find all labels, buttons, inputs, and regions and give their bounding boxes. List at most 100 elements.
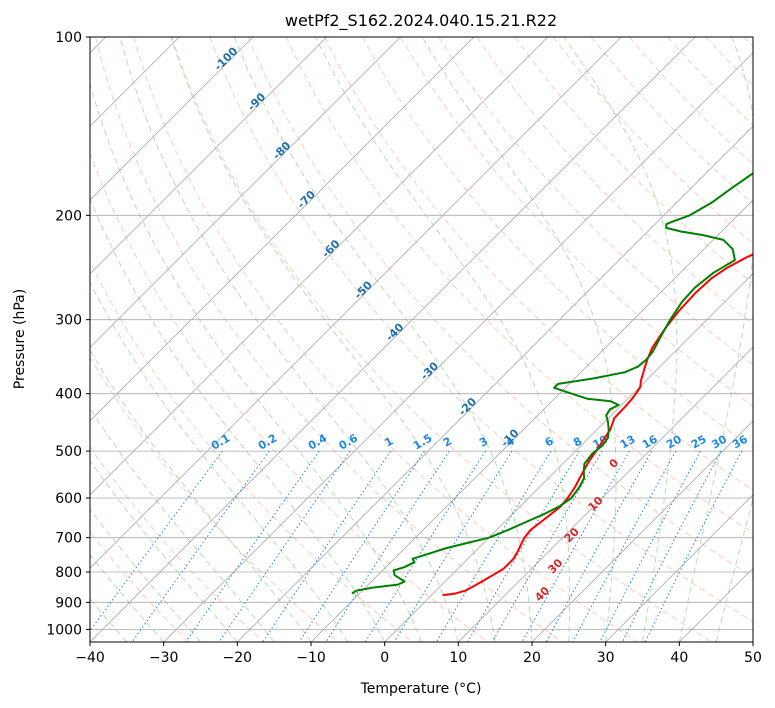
temperature-line — [442, 253, 753, 597]
x-tick-label: 50 — [744, 650, 762, 666]
dry-adiabat-label: -60 — [319, 237, 342, 260]
x-tick-label: −40 — [75, 650, 105, 666]
mixing-ratio-line — [325, 450, 450, 642]
isotherm — [90, 37, 401, 348]
dry-adiabat — [133, 37, 638, 642]
y-tick-label: 1000 — [46, 622, 82, 638]
moist-adiabat-label: 40 — [532, 584, 552, 604]
moist-adiabat-label: 30 — [545, 556, 565, 576]
dry-adiabat-label: -20 — [456, 395, 479, 418]
isotherm — [310, 199, 753, 642]
dry-adiabat — [90, 260, 414, 642]
mixing-ratio-label: 6 — [543, 434, 556, 449]
x-tick-label: 30 — [597, 650, 615, 666]
mixing-ratio-line — [262, 450, 392, 642]
x-tick-label: −30 — [149, 650, 179, 666]
mixing-ratio-line — [90, 450, 223, 632]
isotherm — [237, 125, 753, 642]
y-tick-label: 100 — [55, 30, 82, 46]
dry-adiabat — [247, 37, 753, 578]
moist-adiabat — [715, 497, 753, 642]
mixing-ratio-line — [218, 450, 351, 642]
y-tick-label: 400 — [55, 387, 82, 403]
dry-adiabat — [285, 37, 753, 534]
isotherm — [90, 37, 327, 275]
x-axis-label: Temperature (°C) — [360, 681, 482, 697]
moist-adiabat — [421, 37, 617, 642]
isotherm — [752, 641, 753, 642]
mixing-ratio-line — [393, 450, 513, 642]
mixing-ratio-line — [131, 450, 270, 642]
dry-adiabat-label: -90 — [245, 90, 268, 113]
x-tick-label: 40 — [670, 650, 688, 666]
moist-adiabat — [563, 37, 678, 642]
dry-adiabat — [90, 356, 339, 642]
mixing-ratio-line — [467, 450, 580, 642]
mixing-ratio-line — [364, 450, 486, 642]
mixing-ratio-label: 1.5 — [411, 432, 434, 453]
x-tick-label: −20 — [223, 650, 253, 666]
mixing-ratio-line — [621, 450, 722, 642]
chart-title: wetPf2_S162.2024.040.15.21.R22 — [285, 11, 557, 31]
dewpoint-line — [351, 171, 753, 595]
moist-adiabat — [90, 281, 349, 642]
y-tick-label: 500 — [55, 444, 82, 460]
dry-adiabat — [90, 151, 488, 642]
dry-adiabat-label: -40 — [383, 320, 406, 343]
moist-adiabat — [90, 197, 386, 642]
axes: −40 −30 −20 −10 0 10 20 30 40 5010020030040050060… — [46, 30, 762, 666]
x-tick-label: 20 — [523, 650, 541, 666]
mixing-ratio-label: 8 — [571, 435, 584, 450]
moist-adiabat — [90, 407, 275, 642]
mixing-ratio-line — [545, 450, 653, 642]
isotherm — [458, 346, 753, 642]
isotherm — [90, 37, 622, 569]
mixing-ratio-label: 25 — [689, 433, 709, 452]
dry-adiabat — [667, 37, 753, 126]
dry-adiabat — [514, 37, 753, 285]
dry-adiabat — [90, 531, 190, 642]
moist-adiabat — [170, 37, 496, 642]
isotherm — [605, 494, 753, 642]
dry-adiabat-label: -50 — [352, 278, 375, 301]
dry-adiabat — [171, 37, 712, 642]
mixing-ratio-line — [644, 450, 743, 642]
y-tick-label: 900 — [55, 595, 82, 611]
dry-adiabat-label: -80 — [270, 139, 293, 162]
moist-adiabat — [90, 349, 312, 642]
x-tick-label: −10 — [296, 650, 326, 666]
dry-adiabat — [95, 37, 563, 642]
isotherm — [679, 567, 753, 642]
mixing-ratio-label: 0.4 — [306, 431, 330, 452]
moist-adiabat — [315, 37, 570, 642]
moist-adiabat — [752, 639, 753, 642]
mixing-ratio-line — [491, 450, 603, 642]
mixing-ratio-label: 36 — [730, 432, 750, 451]
dry-adiabat — [552, 37, 753, 245]
plot-frame — [89, 36, 754, 643]
dry-adiabat — [400, 37, 753, 407]
mixing-ratio-line — [298, 450, 425, 642]
isotherm — [163, 52, 753, 642]
isotherm — [90, 37, 254, 201]
moist-adiabat — [90, 554, 165, 642]
y-tick-label: 700 — [55, 531, 82, 547]
isotherm — [90, 37, 696, 642]
mixing-ratio-line — [521, 450, 630, 642]
isotherm — [384, 273, 753, 642]
moist-adiabat — [90, 598, 128, 642]
dry-adiabat-label: -10 — [498, 426, 521, 449]
dry-adiabat-label: -100 — [212, 44, 241, 73]
mixing-ratio-label: 1 — [382, 435, 395, 450]
mixing-ratio-line — [599, 450, 701, 642]
moist-adiabat — [119, 37, 459, 642]
isotherm — [90, 37, 548, 496]
y-tick-label: 300 — [55, 313, 82, 329]
mixing-ratio-line — [185, 450, 320, 642]
mixing-ratio-label: 20 — [664, 432, 684, 451]
x-tick-label: 0 — [380, 650, 389, 666]
dry-adiabat — [705, 37, 753, 87]
dry-adiabat — [743, 37, 753, 48]
dry-adiabat — [590, 37, 753, 205]
